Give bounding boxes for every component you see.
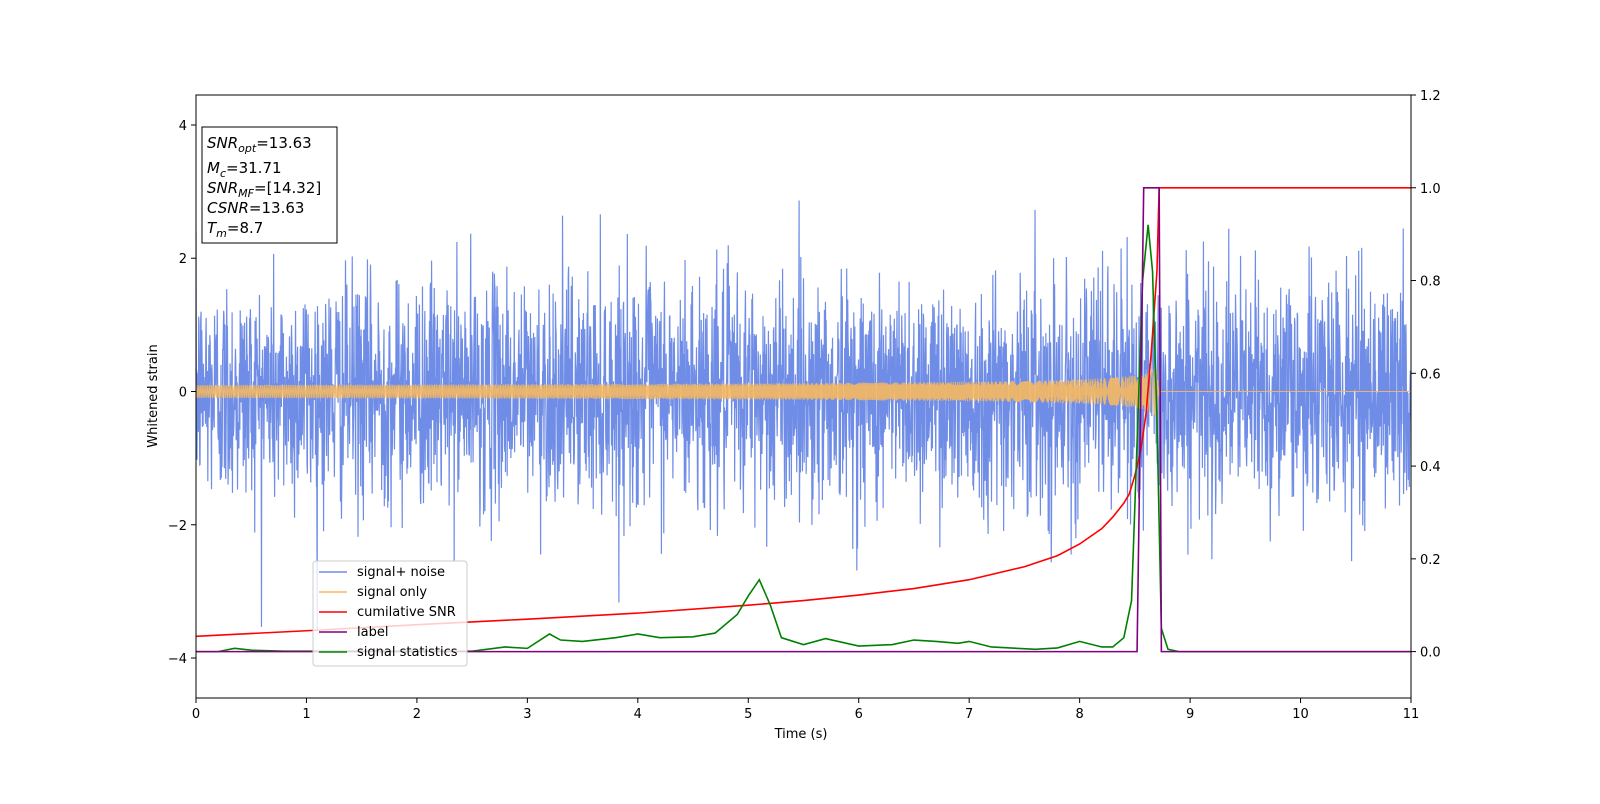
annotation-snr-opt: SNRopt=13.63 [207, 134, 312, 155]
series-cumulative-snr [196, 186, 1411, 638]
annotation-snr-mf: SNRMF=[14.32] [207, 179, 321, 200]
series-label [196, 186, 1411, 653]
x-tick-label: 7 [965, 707, 973, 722]
x-tick-label: 11 [1403, 707, 1420, 722]
annotation-box: SNRopt=13.63 Mc=31.71 SNRMF=[14.32] CSNR… [201, 126, 338, 244]
y-axis-label: Whitened strain [146, 344, 161, 447]
y-axis-right: 0.0 0.2 0.4 0.6 0.8 1.0 1.2 [1411, 89, 1441, 661]
y-right-tick-label: 0.4 [1420, 460, 1441, 475]
annotation-csnr: CSNR=13.63 [207, 199, 304, 217]
x-tick-label: 4 [634, 707, 642, 722]
legend-entry-signal-noise: signal+ noise [357, 565, 445, 580]
y-right-tick-label: 1.0 [1420, 182, 1441, 197]
series-layer [196, 186, 1411, 653]
y-right-tick-label: 0.8 [1420, 275, 1441, 290]
y-left-tick-label: −2 [168, 519, 187, 534]
y-right-tick-label: 0.6 [1420, 367, 1441, 382]
legend: signal+ noise signal only cumilative SNR… [312, 560, 468, 667]
x-tick-label: 0 [192, 707, 200, 722]
y-right-tick-label: 0.2 [1420, 553, 1441, 568]
legend-entry-label: label [357, 625, 388, 640]
y-left-tick-label: 0 [179, 386, 187, 401]
annotation-tm: Tm=8.7 [207, 219, 263, 240]
x-axis-label: Time (s) [774, 727, 828, 742]
legend-entry-cumulative-snr: cumilative SNR [357, 605, 456, 620]
y-left-tick-label: 2 [179, 252, 187, 267]
x-tick-label: 6 [855, 707, 863, 722]
x-tick-label: 3 [523, 707, 531, 722]
annotation-mc: Mc=31.71 [207, 159, 282, 180]
y-left-tick-label: 4 [179, 119, 187, 134]
x-tick-label: 8 [1075, 707, 1083, 722]
series-signal-only [196, 367, 1411, 417]
legend-entry-signal-statistics: signal statistics [357, 645, 458, 660]
y-axis-left: −4 −2 0 2 4 [168, 119, 196, 667]
x-tick-label: 1 [302, 707, 310, 722]
y-right-tick-label: 0.0 [1420, 646, 1441, 661]
legend-entry-signal-only: signal only [357, 585, 427, 600]
x-tick-label: 2 [413, 707, 421, 722]
y-right-tick-label: 1.2 [1420, 89, 1441, 104]
series-signal-noise [196, 200, 1411, 631]
plot-frame [195, 94, 1412, 699]
x-tick-label: 5 [744, 707, 752, 722]
x-tick-label: 10 [1292, 707, 1309, 722]
x-axis: 0 1 2 3 4 5 6 7 8 9 10 11 [192, 698, 1419, 722]
x-tick-label: 9 [1186, 707, 1194, 722]
y-left-tick-label: −4 [168, 652, 187, 667]
